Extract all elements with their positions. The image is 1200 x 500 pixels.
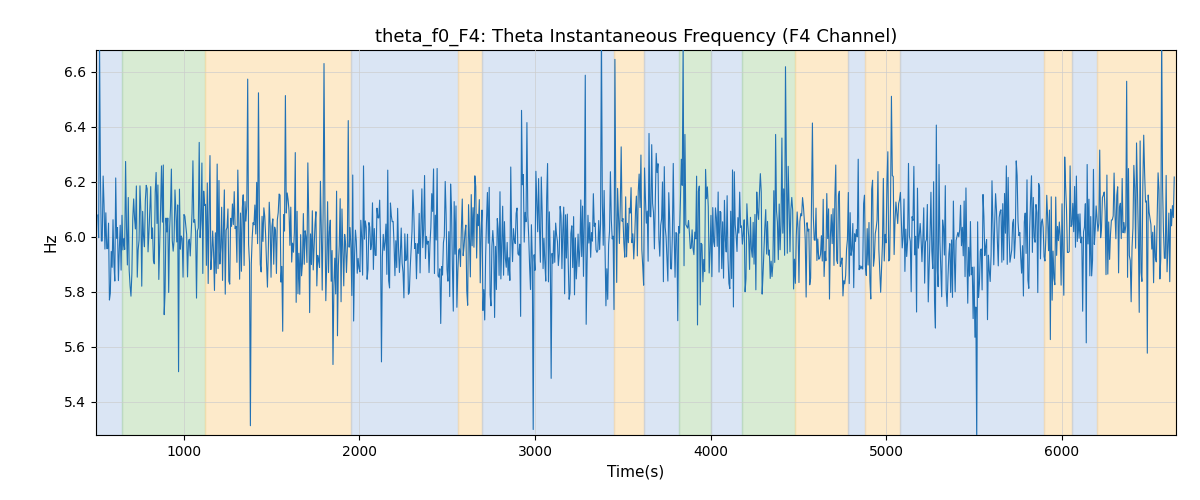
Bar bbox=[1073, 50, 1097, 435]
Bar bbox=[614, 50, 644, 435]
Bar bbox=[1097, 50, 1176, 435]
Bar bbox=[865, 50, 900, 435]
Bar bbox=[205, 50, 350, 435]
Bar bbox=[847, 50, 865, 435]
Y-axis label: Hz: Hz bbox=[43, 233, 59, 252]
Bar bbox=[743, 50, 794, 435]
X-axis label: Time(s): Time(s) bbox=[607, 464, 665, 479]
Bar bbox=[794, 50, 847, 435]
Bar bbox=[350, 50, 457, 435]
Bar bbox=[900, 50, 1044, 435]
Bar bbox=[710, 50, 743, 435]
Bar bbox=[122, 50, 205, 435]
Bar bbox=[1044, 50, 1073, 435]
Bar bbox=[96, 50, 122, 435]
Bar bbox=[457, 50, 482, 435]
Bar bbox=[644, 50, 679, 435]
Bar bbox=[679, 50, 710, 435]
Title: theta_f0_F4: Theta Instantaneous Frequency (F4 Channel): theta_f0_F4: Theta Instantaneous Frequen… bbox=[374, 28, 898, 46]
Bar bbox=[482, 50, 614, 435]
